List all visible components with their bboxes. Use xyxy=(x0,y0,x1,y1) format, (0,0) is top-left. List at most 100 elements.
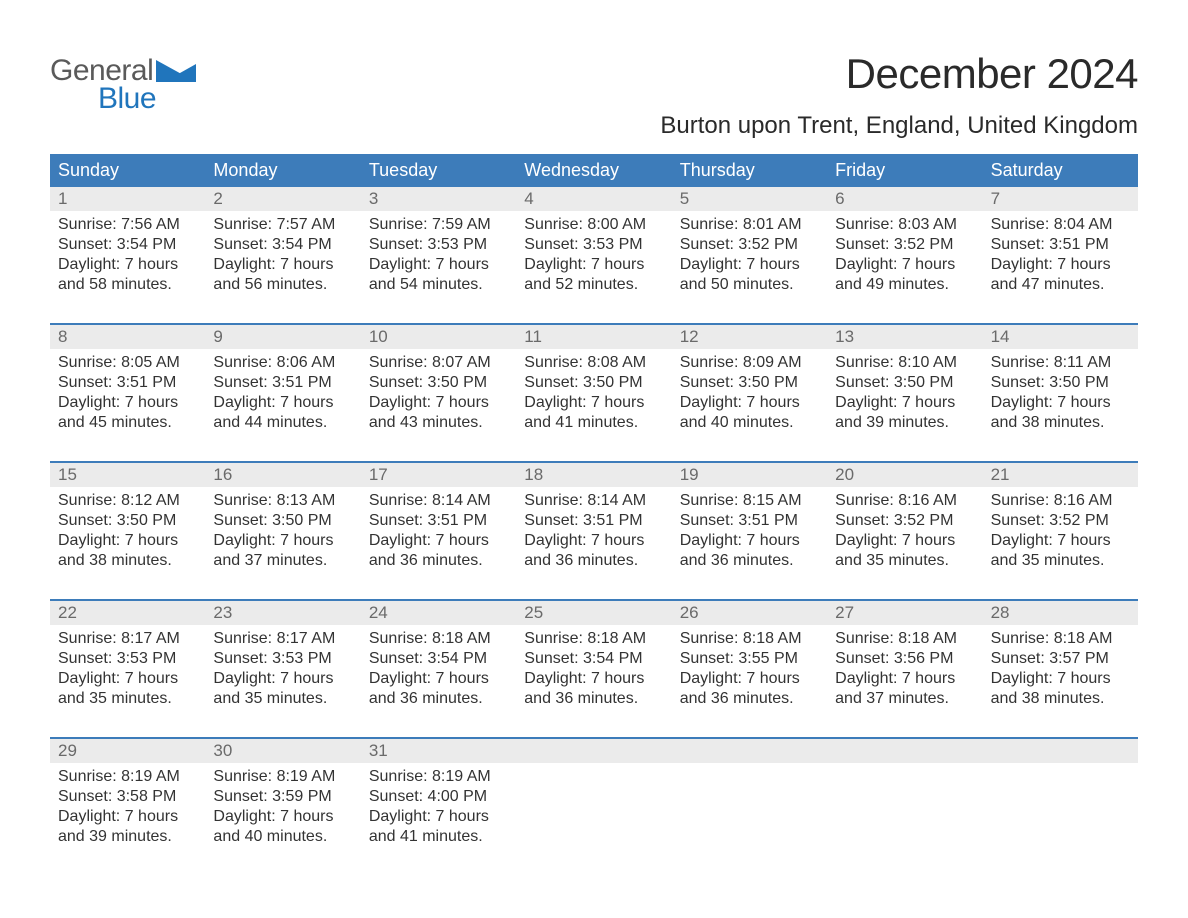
day-sunrise: Sunrise: 8:04 AM xyxy=(991,215,1130,235)
day-cell: Sunrise: 8:04 AMSunset: 3:51 PMDaylight:… xyxy=(983,211,1138,323)
day-daylight1: Daylight: 7 hours xyxy=(58,807,197,827)
day-cell: Sunrise: 8:18 AMSunset: 3:57 PMDaylight:… xyxy=(983,625,1138,737)
day-daylight1: Daylight: 7 hours xyxy=(991,531,1130,551)
day-sunset: Sunset: 3:51 PM xyxy=(991,235,1130,255)
day-daylight1: Daylight: 7 hours xyxy=(835,393,974,413)
day-content-row: Sunrise: 8:17 AMSunset: 3:53 PMDaylight:… xyxy=(50,625,1138,737)
day-daylight1: Daylight: 7 hours xyxy=(369,669,508,689)
day-daylight2: and 35 minutes. xyxy=(835,551,974,571)
day-daylight1: Daylight: 7 hours xyxy=(524,669,663,689)
day-sunrise: Sunrise: 7:59 AM xyxy=(369,215,508,235)
day-number: 14 xyxy=(983,325,1138,349)
day-cell: Sunrise: 8:18 AMSunset: 3:56 PMDaylight:… xyxy=(827,625,982,737)
day-sunrise: Sunrise: 8:18 AM xyxy=(680,629,819,649)
day-daylight1: Daylight: 7 hours xyxy=(524,255,663,275)
day-daylight2: and 49 minutes. xyxy=(835,275,974,295)
day-sunrise: Sunrise: 8:15 AM xyxy=(680,491,819,511)
day-sunset: Sunset: 4:00 PM xyxy=(369,787,508,807)
day-daylight2: and 37 minutes. xyxy=(835,689,974,709)
day-sunrise: Sunrise: 8:18 AM xyxy=(369,629,508,649)
day-daylight2: and 38 minutes. xyxy=(991,689,1130,709)
day-content-row: Sunrise: 8:12 AMSunset: 3:50 PMDaylight:… xyxy=(50,487,1138,599)
day-daylight2: and 38 minutes. xyxy=(58,551,197,571)
day-sunrise: Sunrise: 8:05 AM xyxy=(58,353,197,373)
day-daylight2: and 39 minutes. xyxy=(58,827,197,847)
day-number: 31 xyxy=(361,739,516,763)
day-daylight2: and 37 minutes. xyxy=(213,551,352,571)
logo-flag-icon xyxy=(156,60,196,82)
day-number: 15 xyxy=(50,463,205,487)
empty-cell xyxy=(672,763,827,875)
day-content-row: Sunrise: 7:56 AMSunset: 3:54 PMDaylight:… xyxy=(50,211,1138,323)
day-sunrise: Sunrise: 8:00 AM xyxy=(524,215,663,235)
day-daylight2: and 41 minutes. xyxy=(524,413,663,433)
day-sunrise: Sunrise: 8:18 AM xyxy=(835,629,974,649)
day-number: 26 xyxy=(672,601,827,625)
day-sunrise: Sunrise: 8:08 AM xyxy=(524,353,663,373)
day-sunrise: Sunrise: 8:16 AM xyxy=(835,491,974,511)
day-sunrise: Sunrise: 8:03 AM xyxy=(835,215,974,235)
day-cell: Sunrise: 8:05 AMSunset: 3:51 PMDaylight:… xyxy=(50,349,205,461)
day-sunset: Sunset: 3:50 PM xyxy=(58,511,197,531)
day-sunset: Sunset: 3:53 PM xyxy=(213,649,352,669)
day-daylight1: Daylight: 7 hours xyxy=(213,669,352,689)
day-number: 23 xyxy=(205,601,360,625)
day-daylight1: Daylight: 7 hours xyxy=(58,531,197,551)
day-daylight2: and 47 minutes. xyxy=(991,275,1130,295)
day-sunrise: Sunrise: 8:14 AM xyxy=(369,491,508,511)
day-cell: Sunrise: 8:11 AMSunset: 3:50 PMDaylight:… xyxy=(983,349,1138,461)
day-sunrise: Sunrise: 8:18 AM xyxy=(991,629,1130,649)
day-daylight1: Daylight: 7 hours xyxy=(835,669,974,689)
day-sunset: Sunset: 3:50 PM xyxy=(680,373,819,393)
day-number: 27 xyxy=(827,601,982,625)
day-daylight2: and 36 minutes. xyxy=(369,551,508,571)
day-sunrise: Sunrise: 8:16 AM xyxy=(991,491,1130,511)
day-sunset: Sunset: 3:51 PM xyxy=(58,373,197,393)
title-block: December 2024 Burton upon Trent, England… xyxy=(660,50,1138,140)
day-number: 29 xyxy=(50,739,205,763)
day-number: 13 xyxy=(827,325,982,349)
day-cell: Sunrise: 8:12 AMSunset: 3:50 PMDaylight:… xyxy=(50,487,205,599)
day-number: 16 xyxy=(205,463,360,487)
empty-cell xyxy=(983,763,1138,875)
day-number: 1 xyxy=(50,187,205,211)
day-daylight1: Daylight: 7 hours xyxy=(369,807,508,827)
day-daylight2: and 43 minutes. xyxy=(369,413,508,433)
day-sunset: Sunset: 3:54 PM xyxy=(524,649,663,669)
day-sunrise: Sunrise: 8:19 AM xyxy=(369,767,508,787)
weekday-label: Friday xyxy=(827,154,982,187)
day-daylight1: Daylight: 7 hours xyxy=(680,255,819,275)
day-number: 12 xyxy=(672,325,827,349)
day-number-row: 293031 xyxy=(50,737,1138,763)
day-sunrise: Sunrise: 8:12 AM xyxy=(58,491,197,511)
day-daylight2: and 56 minutes. xyxy=(213,275,352,295)
day-number-row: 1234567 xyxy=(50,187,1138,211)
day-daylight1: Daylight: 7 hours xyxy=(680,393,819,413)
day-sunrise: Sunrise: 8:09 AM xyxy=(680,353,819,373)
day-daylight2: and 50 minutes. xyxy=(680,275,819,295)
day-sunset: Sunset: 3:51 PM xyxy=(369,511,508,531)
day-daylight1: Daylight: 7 hours xyxy=(213,255,352,275)
empty-cell xyxy=(827,763,982,875)
day-cell: Sunrise: 8:09 AMSunset: 3:50 PMDaylight:… xyxy=(672,349,827,461)
day-daylight2: and 35 minutes. xyxy=(58,689,197,709)
day-sunset: Sunset: 3:51 PM xyxy=(524,511,663,531)
day-sunset: Sunset: 3:57 PM xyxy=(991,649,1130,669)
day-number: 22 xyxy=(50,601,205,625)
day-sunrise: Sunrise: 7:57 AM xyxy=(213,215,352,235)
day-sunset: Sunset: 3:50 PM xyxy=(369,373,508,393)
day-content-row: Sunrise: 8:19 AMSunset: 3:58 PMDaylight:… xyxy=(50,763,1138,875)
day-cell: Sunrise: 7:56 AMSunset: 3:54 PMDaylight:… xyxy=(50,211,205,323)
day-content-row: Sunrise: 8:05 AMSunset: 3:51 PMDaylight:… xyxy=(50,349,1138,461)
day-cell: Sunrise: 8:16 AMSunset: 3:52 PMDaylight:… xyxy=(827,487,982,599)
day-sunset: Sunset: 3:52 PM xyxy=(835,235,974,255)
day-cell: Sunrise: 8:08 AMSunset: 3:50 PMDaylight:… xyxy=(516,349,671,461)
day-sunrise: Sunrise: 8:17 AM xyxy=(213,629,352,649)
day-sunrise: Sunrise: 8:14 AM xyxy=(524,491,663,511)
weekday-label: Tuesday xyxy=(361,154,516,187)
day-daylight1: Daylight: 7 hours xyxy=(58,393,197,413)
day-number: 9 xyxy=(205,325,360,349)
day-daylight1: Daylight: 7 hours xyxy=(369,255,508,275)
day-sunrise: Sunrise: 8:18 AM xyxy=(524,629,663,649)
day-cell: Sunrise: 8:01 AMSunset: 3:52 PMDaylight:… xyxy=(672,211,827,323)
